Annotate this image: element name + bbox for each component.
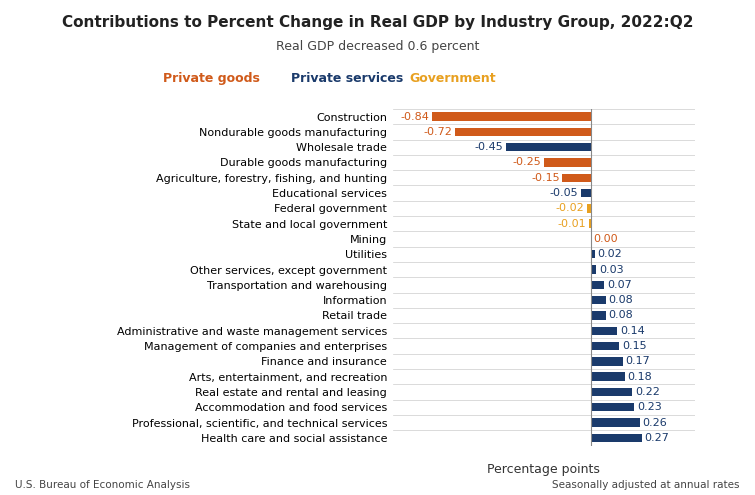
Bar (591, 296, 606, 304)
Text: Private goods: Private goods (163, 72, 260, 85)
Bar (589, 219, 591, 228)
Text: U.S. Bureau of Economic Analysis: U.S. Bureau of Economic Analysis (15, 480, 190, 490)
Bar (581, 189, 591, 197)
Text: 0.14: 0.14 (620, 326, 645, 336)
Text: 0.08: 0.08 (609, 295, 633, 305)
Bar (591, 357, 623, 365)
Bar (591, 250, 595, 258)
Text: Percentage points: Percentage points (487, 463, 600, 476)
Text: 0.18: 0.18 (627, 372, 652, 382)
Bar (562, 174, 591, 182)
Bar (591, 281, 604, 289)
Bar (455, 128, 591, 136)
Text: -0.02: -0.02 (556, 203, 584, 213)
Text: 0.15: 0.15 (622, 341, 646, 351)
Bar (591, 342, 619, 350)
Bar (591, 434, 642, 442)
Text: 0.00: 0.00 (593, 234, 618, 244)
Text: Private services: Private services (291, 72, 403, 85)
Text: 0.27: 0.27 (645, 433, 670, 443)
Text: Real GDP decreased 0.6 percent: Real GDP decreased 0.6 percent (276, 40, 479, 52)
Bar (591, 265, 596, 274)
Bar (591, 403, 634, 411)
Text: 0.07: 0.07 (607, 280, 632, 290)
Text: Seasonally adjusted at annual rates: Seasonally adjusted at annual rates (553, 480, 740, 490)
Bar (591, 388, 633, 396)
Text: -0.72: -0.72 (424, 127, 452, 137)
Text: 0.23: 0.23 (637, 402, 662, 412)
Text: -0.01: -0.01 (557, 219, 586, 229)
Text: 0.02: 0.02 (597, 249, 622, 259)
Text: -0.45: -0.45 (474, 142, 503, 152)
Text: 0.26: 0.26 (643, 418, 667, 428)
Bar (433, 112, 591, 121)
Text: 0.22: 0.22 (635, 387, 660, 397)
Text: -0.25: -0.25 (512, 157, 541, 167)
Bar (591, 372, 625, 381)
Text: -0.05: -0.05 (550, 188, 578, 198)
Bar (591, 327, 618, 335)
Bar (591, 311, 606, 320)
Bar (591, 418, 640, 427)
Text: 0.17: 0.17 (626, 356, 651, 366)
Text: 0.08: 0.08 (609, 310, 633, 320)
Bar (544, 158, 591, 167)
Bar (506, 143, 591, 151)
Text: 0.03: 0.03 (599, 264, 624, 275)
Text: Contributions to Percent Change in Real GDP by Industry Group, 2022:Q2: Contributions to Percent Change in Real … (62, 15, 693, 30)
Text: -0.15: -0.15 (531, 173, 559, 183)
Text: Government: Government (410, 72, 496, 85)
Bar (587, 204, 591, 212)
Text: -0.84: -0.84 (401, 111, 430, 122)
